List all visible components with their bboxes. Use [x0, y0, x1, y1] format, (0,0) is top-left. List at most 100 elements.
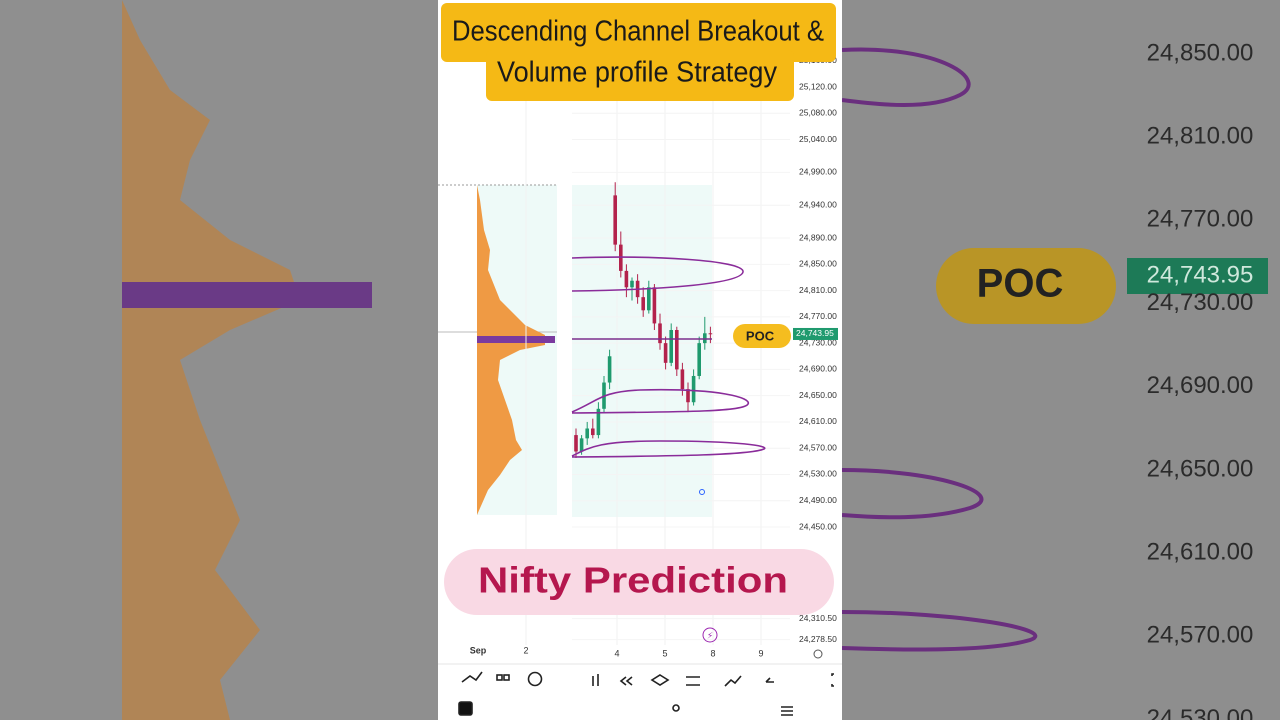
candle-body: [697, 343, 701, 376]
x-tick-label: 2: [523, 645, 528, 655]
volume-profile: [477, 185, 545, 515]
backdrop-price-label: 24,570.00: [1147, 622, 1254, 649]
left-backdrop-poc: [122, 282, 372, 308]
price-tick-label: 24,850.00: [799, 259, 837, 269]
templates-button[interactable]: [503, 674, 510, 681]
backdrop-drawing: [841, 468, 984, 520]
profile-drawing: [571, 440, 766, 458]
candle-body: [703, 333, 707, 344]
right-backdrop: [842, 0, 1280, 720]
title-box: [486, 50, 794, 101]
poc-badge: [733, 324, 791, 348]
candle-body: [658, 323, 662, 344]
drawing-handle: [699, 489, 705, 495]
replay-button[interactable]: [702, 627, 718, 643]
left-backdrop-profile: [122, 0, 300, 720]
price-tick-label: 24,770.00: [799, 311, 837, 321]
candle-body: [607, 356, 612, 383]
x-tick-label: Sep: [470, 645, 487, 655]
candle-body: [641, 297, 645, 311]
backdrop-price-label: 24,690.00: [1147, 372, 1254, 399]
x-tick-label: 5: [662, 648, 667, 658]
backdrop-drawing: [841, 47, 971, 107]
candle-body: [669, 330, 673, 363]
poc-label: POC: [746, 328, 775, 343]
candles-button[interactable]: [592, 674, 599, 686]
backdrop-drawing: [841, 610, 1038, 652]
x-tick-label: 8: [710, 648, 715, 658]
title: Volume profile Strategy: [497, 57, 777, 89]
backdrop-price-tag-label: 24,743.95: [1147, 261, 1254, 288]
x-tick-label: 9: [758, 648, 763, 658]
chart-tab[interactable]: [458, 701, 473, 716]
backdrop-price-label: 24,810.00: [1147, 123, 1254, 150]
community-tab[interactable]: [672, 704, 680, 712]
backdrop-price-label: 24,770.00: [1147, 206, 1254, 233]
candle-body: [652, 287, 657, 324]
price-tick-label: 24,278.50: [799, 634, 837, 644]
volume-profile-poc: [477, 336, 555, 343]
replay-icon: ⚡: [707, 630, 713, 640]
rewind-button[interactable]: [619, 676, 633, 686]
price-tick-label: 24,570.00: [799, 442, 837, 452]
prediction-label: Nifty Prediction: [478, 560, 788, 601]
candle-body: [574, 435, 578, 452]
candle-body: [675, 330, 679, 370]
price-tick-label: 25,040.00: [799, 134, 837, 144]
backdrop-price-tag: [1127, 258, 1268, 294]
profile-zone: [572, 185, 712, 517]
candle-body: [630, 280, 634, 288]
x-tick-label: 4: [614, 648, 619, 658]
last-price-tag: [793, 327, 838, 340]
backdrop-price-label: 24,650.00: [1147, 455, 1254, 482]
candle-body: [624, 270, 629, 288]
backdrop-price-label: 24,850.00: [1147, 39, 1254, 66]
candle-body: [596, 408, 601, 436]
price-tick-label: 24,310.50: [799, 613, 837, 623]
templates-button[interactable]: [496, 674, 503, 681]
price-tick-label: 24,650.00: [799, 390, 837, 400]
backdrop-price-label: 24,530.00: [1147, 705, 1254, 720]
price-tick-label: 24,530.00: [799, 469, 837, 479]
profile-drawing: [571, 256, 744, 292]
menu-tab[interactable]: [781, 706, 793, 716]
title-box: [441, 3, 836, 62]
backdrop-poc-badge: [936, 248, 1116, 324]
axis-settings[interactable]: [813, 649, 823, 659]
price-tick-label: 24,730.00: [799, 337, 837, 347]
price-tick-label: 24,450.00: [799, 521, 837, 531]
backdrop-price-label: 24,730.00: [1147, 289, 1254, 316]
price-tick-label: 24,810.00: [799, 285, 837, 295]
last-price-label: 24,743.95: [796, 328, 834, 338]
candle-body: [591, 428, 595, 436]
candle-body: [708, 333, 713, 335]
candle-body: [585, 428, 589, 439]
price-tick-label: 24,690.00: [799, 364, 837, 374]
candle-body: [691, 375, 696, 403]
add-button[interactable]: [527, 671, 543, 687]
indicators-button[interactable]: [461, 671, 483, 683]
price-tick-label: 24,990.00: [799, 167, 837, 177]
price-tick-label: 24,940.00: [799, 199, 837, 209]
undo-button[interactable]: [765, 677, 774, 683]
price-tick-label: 24,610.00: [799, 416, 837, 426]
price-tick-label: 25,120.00: [799, 81, 837, 91]
candle-body: [647, 287, 651, 311]
backdrop-price-label: 24,610.00: [1147, 539, 1254, 566]
candle-body: [680, 369, 685, 390]
candle-body: [686, 389, 690, 403]
candle-body: [663, 343, 668, 363]
fullscreen-button[interactable]: [831, 673, 834, 687]
profile-drawing: [571, 388, 749, 414]
candle-body: [613, 195, 617, 245]
price-tick-label: 24,490.00: [799, 495, 837, 505]
drawing-button[interactable]: [724, 675, 742, 687]
settings-button[interactable]: [686, 676, 700, 686]
prediction-banner: [444, 549, 834, 615]
candle-body: [579, 438, 584, 452]
price-tick-label: 25,080.00: [799, 108, 837, 118]
title: Descending Channel Breakout &: [452, 16, 824, 48]
layers-button[interactable]: [650, 674, 670, 686]
